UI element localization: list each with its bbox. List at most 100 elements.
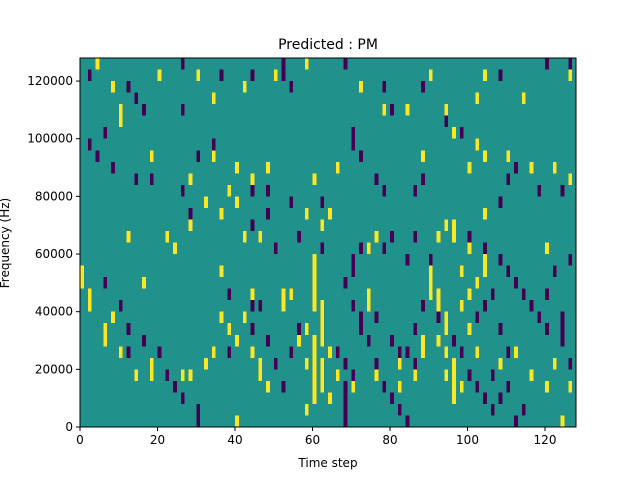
heatmap-cell-low [560,184,565,197]
heatmap-cell-low [490,369,495,381]
heatmap-cell-high [180,369,185,381]
heatmap-cell-low [351,265,356,278]
heatmap-cell-high [289,288,294,301]
heatmap-cell-low [506,380,511,393]
heatmap-cell-high [351,380,356,393]
heatmap-cell-high [320,334,325,347]
heatmap-cell-high [149,357,154,370]
heatmap-cell-low [421,300,425,312]
heatmap-cell-high [258,357,263,370]
heatmap-cell-high [483,150,487,162]
heatmap-cell-low [475,380,480,393]
heatmap-cell-high [312,254,317,266]
heatmap-cell-high [211,346,216,358]
heatmap-cell-high [568,173,573,185]
heatmap-cell-low [281,380,286,393]
heatmap-cell-low [405,346,410,358]
heatmap-cell-high [312,346,317,358]
heatmap-cell-high [80,277,84,289]
heatmap-cell-high [87,288,92,301]
x-axis-label: Time step [297,456,357,470]
heatmap-cell-low [359,242,363,255]
heatmap-cell-high [428,69,433,82]
heatmap-cell-high [118,346,123,358]
heatmap-cell-low [374,173,379,185]
heatmap-cell-low [444,115,449,128]
heatmap-cell-low [467,230,472,243]
heatmap-cell-low [149,173,154,185]
heatmap-cell-low [568,58,573,70]
heatmap-cell-high [506,150,511,162]
heatmap-cell-high [312,334,317,347]
heatmap-cell-low [95,150,100,162]
heatmap-cell-low [343,357,348,370]
x-tick-label: 0 [76,433,84,447]
heatmap-cell-high [103,323,108,335]
heatmap-cell-high [452,230,456,243]
heatmap-cell-low [281,58,286,70]
heatmap-cell-low [258,300,263,312]
heatmap-cell-high [304,323,309,335]
heatmap-cell-low [483,392,487,404]
heatmap-cell-low [413,184,418,197]
heatmap-cell-high [467,161,472,174]
heatmap-cell-high [242,230,247,243]
heatmap-cell-high [475,138,480,151]
heatmap-cell-high [428,265,433,278]
heatmap-cell-high [444,369,449,381]
heatmap-cell-low [180,104,185,116]
heatmap-cell-high [111,81,115,93]
heatmap-cell-high [328,392,332,404]
heatmap-cell-high [374,230,379,243]
heatmap-cell-high [320,300,325,312]
heatmap-cell-high [281,300,286,312]
heatmap-cell-low [142,334,146,347]
heatmap-cell-low [529,300,534,312]
heatmap-cell-high [428,288,433,301]
heatmap-cell-high [87,300,92,312]
heatmap-cell-high [320,369,325,381]
heatmap-cell-high [204,196,208,208]
heatmap-cell-high [219,207,224,220]
heatmap-cell-low [374,311,379,324]
heatmap-cell-low [227,346,232,358]
heatmap-cell-low [87,69,92,82]
heatmap-cell-high [219,265,224,278]
heatmap-cell-low [266,184,270,197]
heatmap-cell-high [475,92,480,105]
heatmap-cell-low [560,311,565,324]
heatmap-cell-high [452,369,456,381]
heatmap-cell-low [397,403,402,416]
heatmap-cell-high [467,323,472,335]
heatmap-cell-high [366,300,371,312]
heatmap-cell-low [335,346,340,358]
heatmap-cell-high [335,161,340,174]
heatmap-cell-high [219,311,224,324]
heatmap-cell-high [436,300,441,312]
heatmap-cell-high [552,357,557,370]
heatmap-cell-high [452,357,456,370]
heatmap-cell-low [436,311,441,324]
heatmap-cell-high [320,219,325,231]
heatmap-cell-low [459,346,464,358]
heatmap-cell-high [366,242,371,255]
y-tick-label: 120000 [27,74,73,88]
heatmap-cell-low [459,127,464,139]
heatmap-cell-low [351,369,356,381]
y-axis: 0 20000 40000 60000 80000 100000 120000 [27,74,80,434]
heatmap-cell-high [281,288,286,301]
heatmap-cell-low [297,323,301,335]
heatmap-cell-low [382,184,387,197]
heatmap-cell-low [498,69,503,82]
heatmap-cell-high [436,230,441,243]
heatmap-cell-high [560,415,565,427]
heatmap-cell-low [506,346,511,358]
heatmap-cell-high [250,173,255,185]
heatmap-cell-low [413,323,418,335]
heatmap-cell-low [281,69,286,82]
heatmap-cell-low [188,207,193,220]
heatmap-cell-high [266,380,270,393]
heatmap-cell-high [273,69,278,82]
heatmap-cell-low [413,357,418,370]
heatmap-cell-high [235,334,239,347]
